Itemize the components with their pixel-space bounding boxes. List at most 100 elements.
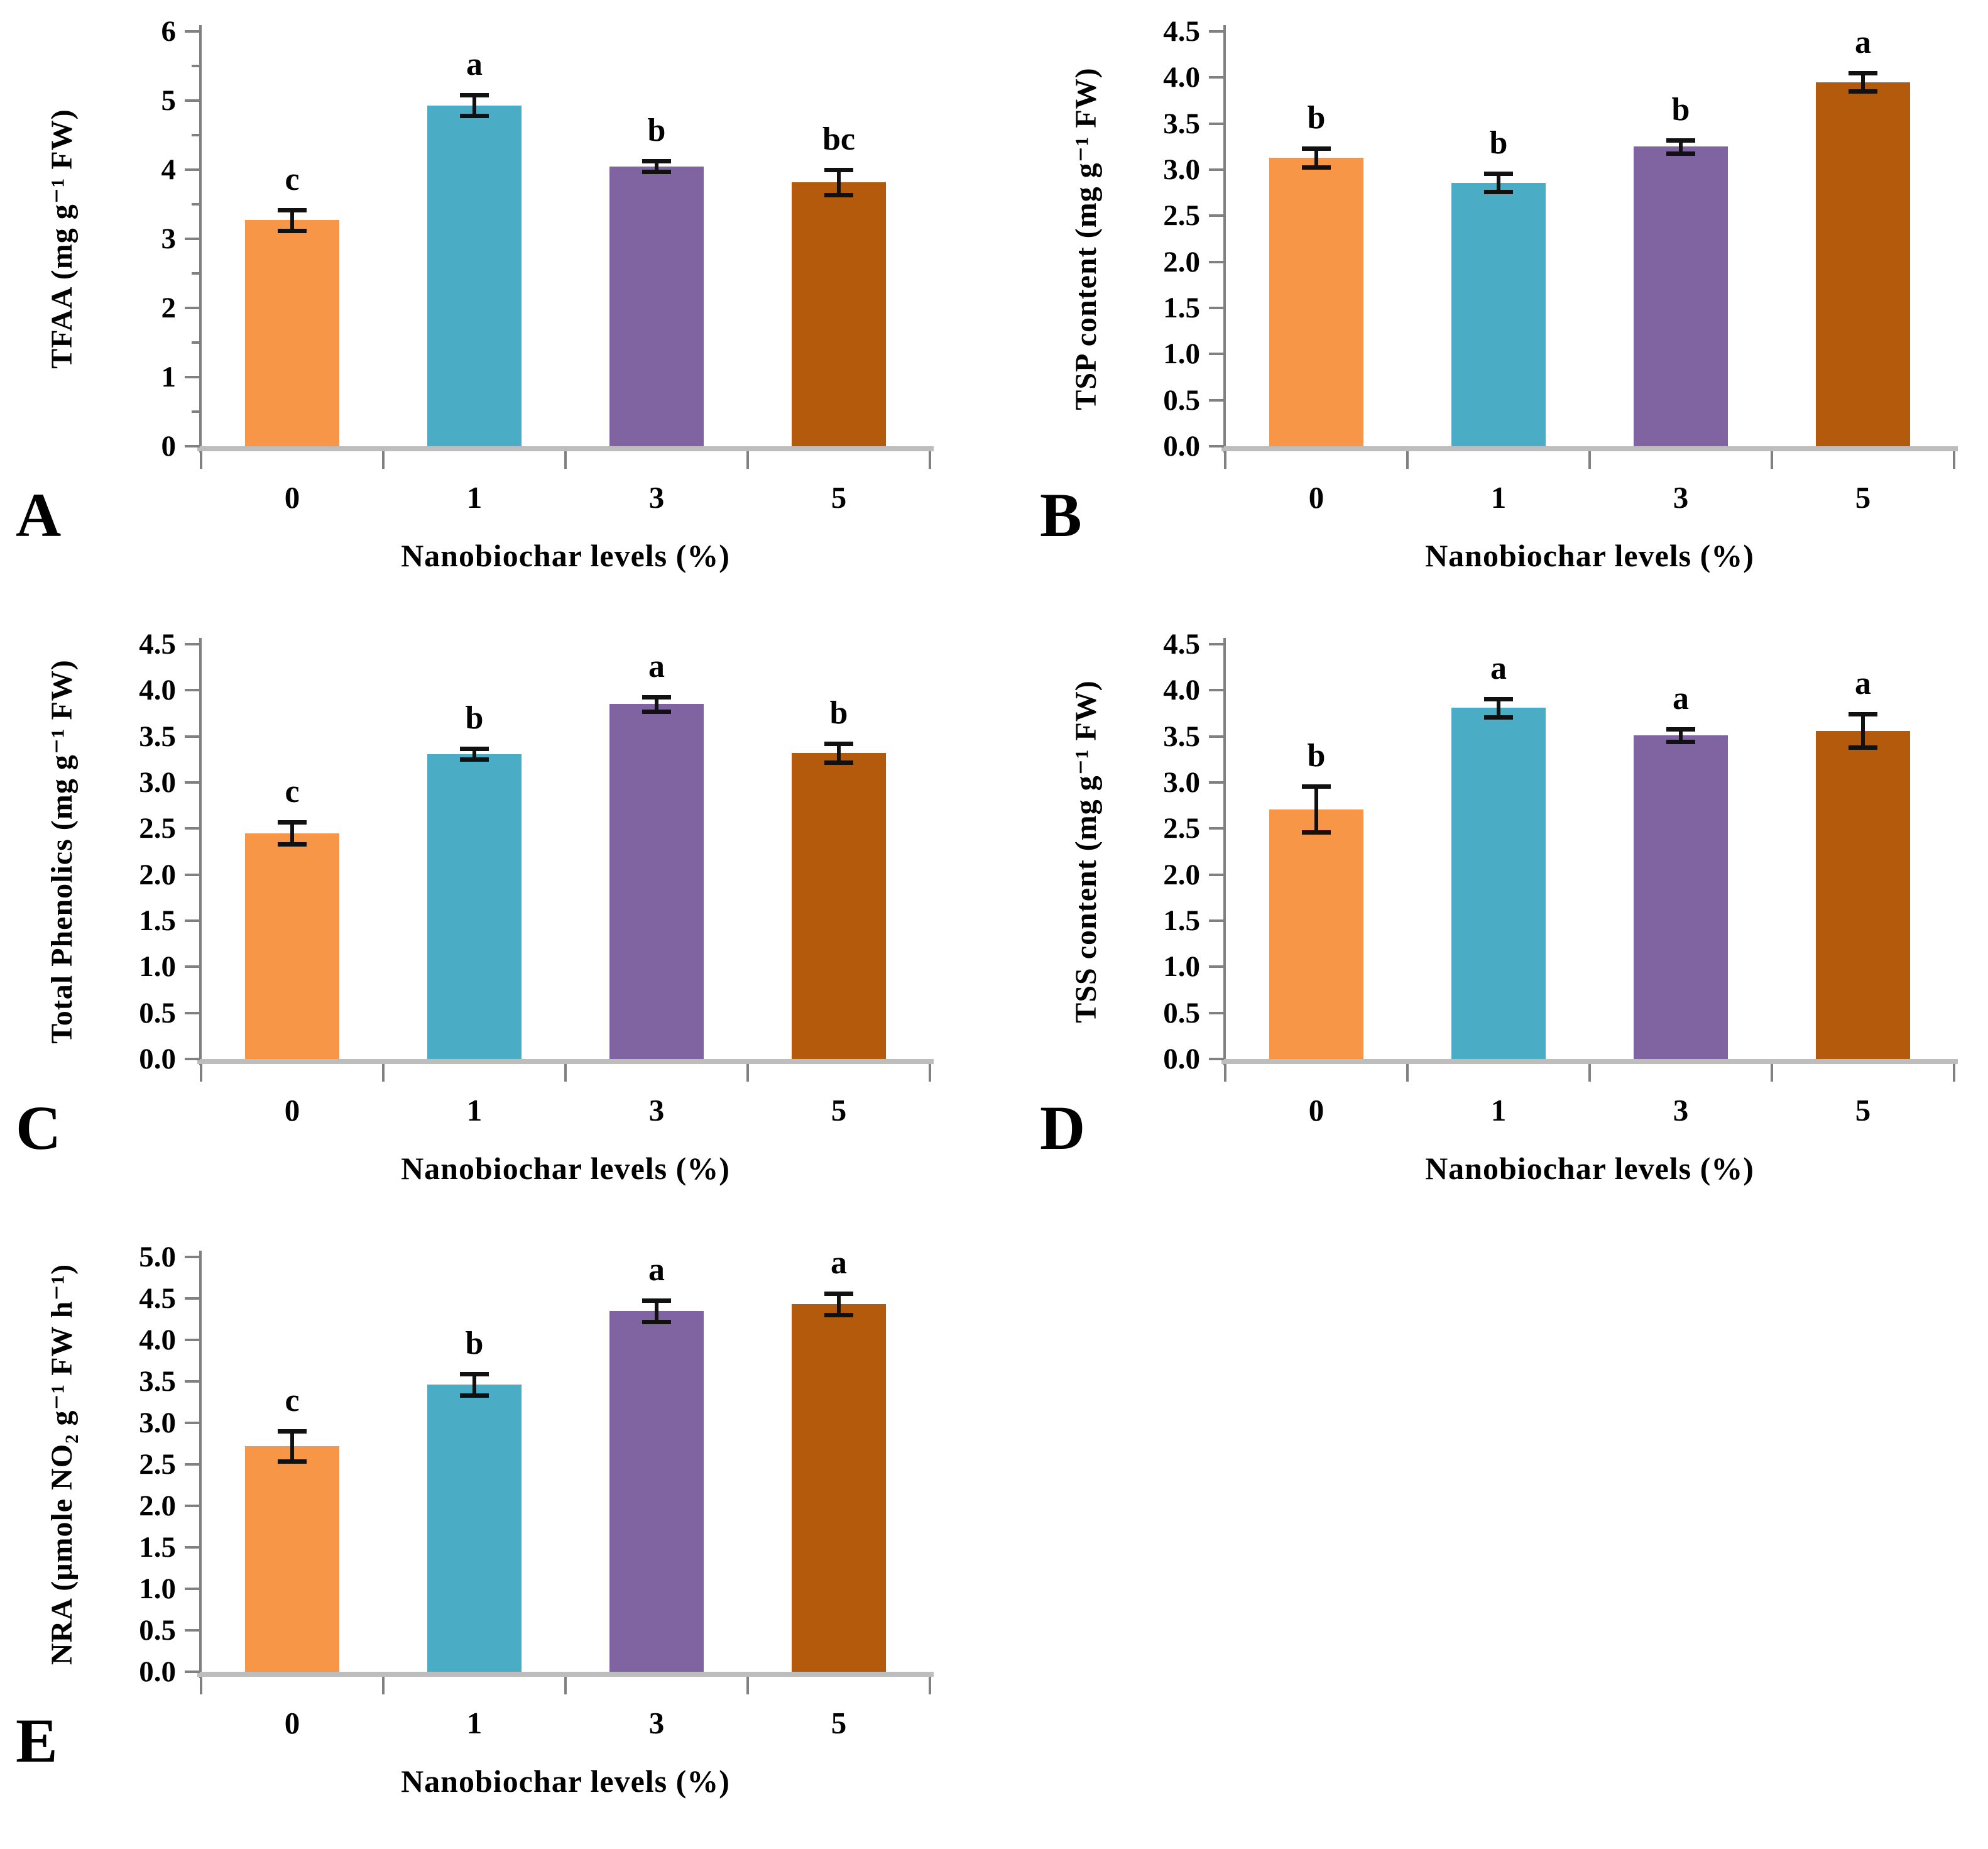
significance-letter: b xyxy=(465,1325,484,1362)
y-tick xyxy=(185,1422,200,1424)
error-bar xyxy=(1679,140,1683,153)
error-bar-cap-top xyxy=(278,820,307,825)
error-bar-cap-bottom xyxy=(1302,165,1331,170)
error-bar-cap-top xyxy=(1302,146,1331,151)
x-tick-label: 5 xyxy=(831,1093,847,1128)
y-tick xyxy=(185,1297,200,1300)
error-bar xyxy=(290,209,294,231)
bar xyxy=(1634,146,1728,446)
y-tick-label: 0.0 xyxy=(1163,1043,1200,1075)
x-tick xyxy=(564,1677,567,1694)
x-tick-label: 3 xyxy=(1673,1093,1689,1128)
y-tick-label: 0.0 xyxy=(1163,430,1200,463)
y-tick-label: 3.5 xyxy=(139,720,176,753)
bar xyxy=(427,1385,522,1672)
chart-panel-d: TSS content (mg g⁻¹ FW) 0.0 0.5 1.0 1.5 2.0 2… xyxy=(1037,619,1979,1222)
x-axis-title: Nanobiochar levels (%) xyxy=(401,1151,730,1186)
error-bar-cap-top xyxy=(460,1372,489,1377)
error-bar-cap-top xyxy=(278,207,307,212)
y-tick xyxy=(1209,398,1224,402)
y-tick xyxy=(185,376,200,378)
significance-letter: c xyxy=(285,774,300,810)
x-tick xyxy=(1771,1064,1773,1082)
y-tick xyxy=(185,873,200,876)
error-bar-cap-bottom xyxy=(1484,190,1513,195)
y-tick xyxy=(1209,307,1224,309)
x-tick xyxy=(1224,1064,1226,1082)
x-axis-line xyxy=(197,1059,934,1064)
y-tick-label: 4.0 xyxy=(1163,61,1200,94)
bar xyxy=(609,704,704,1059)
y-minor-tick xyxy=(192,410,200,413)
y-tick xyxy=(1209,643,1224,645)
x-tick xyxy=(1771,451,1773,469)
significance-letter: b xyxy=(1489,124,1508,161)
y-tick-label: 0.5 xyxy=(1163,996,1200,1029)
y-tick-label: 2.5 xyxy=(1163,812,1200,845)
y-tick-label: 3.5 xyxy=(139,1365,176,1398)
bar xyxy=(245,220,339,446)
error-bar-cap-bottom xyxy=(278,1459,307,1464)
significance-letter: c xyxy=(285,161,300,197)
y-tick xyxy=(185,238,200,240)
y-tick-label: 4.0 xyxy=(1163,674,1200,707)
x-tick xyxy=(929,1064,931,1082)
y-minor-tick xyxy=(192,341,200,344)
y-minor-tick xyxy=(192,272,200,275)
y-tick xyxy=(185,1339,200,1341)
y-tick xyxy=(185,781,200,784)
error-bar xyxy=(655,160,658,172)
error-bar-cap-bottom xyxy=(460,1393,489,1398)
x-axis-line xyxy=(1221,1059,1958,1064)
y-tick-label: 6 xyxy=(161,15,177,48)
y-tick-label: 2.0 xyxy=(139,858,176,891)
x-tick xyxy=(746,451,749,469)
y-tick xyxy=(1209,1011,1224,1014)
error-bar xyxy=(1314,786,1318,833)
y-tick xyxy=(1209,353,1224,356)
significance-letter: a xyxy=(648,648,665,684)
y-tick xyxy=(1209,827,1224,830)
plot-area: 0.0 0.5 1.0 1.5 2.0 2.5 3.0 3.5 4.0 4.5 b 0 a 1 a 3 a 5 xyxy=(1163,628,1958,1128)
error-bar-cap-bottom xyxy=(278,228,307,233)
error-bar xyxy=(655,696,658,712)
y-tick xyxy=(185,1588,200,1590)
y-tick-label: 1.5 xyxy=(1163,292,1200,324)
y-tick xyxy=(1209,1058,1224,1060)
significance-letter: a xyxy=(1673,680,1689,716)
error-bar xyxy=(655,1300,658,1322)
y-tick-label: 4 xyxy=(161,153,177,186)
bar xyxy=(792,182,886,446)
x-axis-line xyxy=(197,446,934,451)
error-bar-cap-top xyxy=(1849,71,1877,75)
plot-area: 0.0 0.5 1.0 1.5 2.0 2.5 3.0 3.5 4.0 4.5 5.0 c 0 b 1 a 3 a… xyxy=(139,1241,934,1740)
significance-letter: c xyxy=(285,1383,300,1419)
significance-letter: a xyxy=(466,47,483,83)
x-tick-label: 5 xyxy=(831,480,847,515)
y-tick xyxy=(185,919,200,922)
y-tick-label: 3.0 xyxy=(139,766,176,799)
y-tick-label: 0.5 xyxy=(139,1614,176,1647)
y-tick xyxy=(1209,965,1224,968)
error-bar-cap-top xyxy=(1484,171,1513,176)
bar xyxy=(1451,708,1546,1059)
y-axis-label: TSP content (mg g⁻¹ FW) xyxy=(1069,67,1103,410)
bar xyxy=(245,1446,339,1672)
error-bar xyxy=(837,1293,841,1315)
y-tick xyxy=(185,1256,200,1258)
error-bar xyxy=(472,95,476,116)
y-tick-label: 0 xyxy=(161,430,177,463)
y-tick-label: 3 xyxy=(161,222,177,255)
y-tick-label: 0.0 xyxy=(139,1655,176,1688)
x-tick xyxy=(382,1064,385,1082)
y-tick xyxy=(185,1629,200,1632)
y-tick-label: 3.5 xyxy=(1163,107,1200,140)
significance-letter: b xyxy=(1307,100,1326,136)
y-tick xyxy=(185,1011,200,1014)
y-tick xyxy=(1209,168,1224,171)
y-tick-label: 2.0 xyxy=(1163,858,1200,891)
error-bar-cap-bottom xyxy=(1849,89,1877,94)
error-bar-cap-top xyxy=(824,742,853,747)
error-bar xyxy=(1679,728,1683,742)
y-tick xyxy=(185,168,200,171)
